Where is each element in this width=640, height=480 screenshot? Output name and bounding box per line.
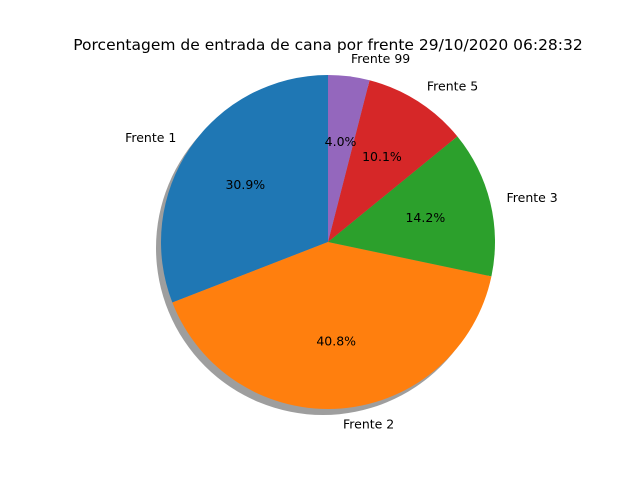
pie-pct-frente-2: 40.8% — [316, 333, 356, 348]
pie-slice-frente-5 — [328, 80, 458, 242]
pie-slice-frente-3 — [328, 136, 495, 277]
pie-slice-frente-2 — [172, 242, 492, 410]
pie-pct-frente-99: 4.0% — [325, 134, 357, 149]
pie-label-frente-5: Frente 5 — [427, 79, 478, 94]
pie-slices — [160, 75, 495, 410]
pie-pct-frente-1: 30.9% — [225, 177, 265, 192]
pie-labels: Frente 1 30.9% Frente 2 40.8% Frente 3 14.2% F… — [125, 51, 558, 431]
pie-label-frente-99: Frente 99 — [351, 51, 410, 66]
chart-title: Porcentagem de entrada de cana por frent… — [73, 36, 583, 54]
pie-label-frente-1: Frente 1 — [125, 130, 176, 145]
pie-label-frente-3: Frente 3 — [506, 190, 557, 205]
pie-pct-frente-5: 10.1% — [362, 149, 402, 164]
pie-label-frente-2: Frente 2 — [343, 417, 394, 432]
pie-pct-frente-3: 14.2% — [405, 210, 445, 225]
pie-slice-frente-99 — [328, 75, 370, 242]
pie-slice-frente-1 — [160, 75, 328, 303]
